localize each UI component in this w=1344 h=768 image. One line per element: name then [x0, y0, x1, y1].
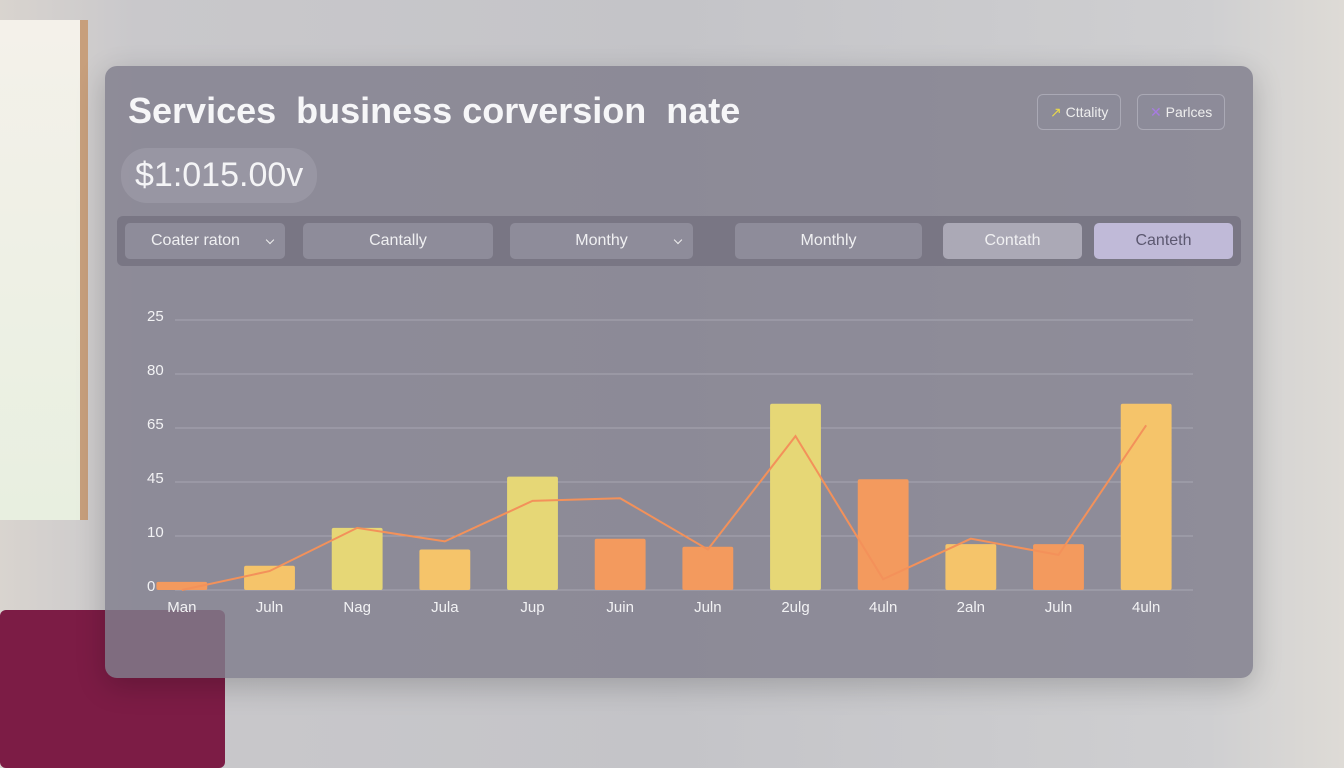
y-tick-label: 80 — [147, 362, 164, 379]
dropdown[interactable]: Monthy — [510, 223, 693, 259]
x-tick-label: Juln — [694, 599, 722, 616]
button[interactable]: Canteth — [1094, 223, 1233, 259]
bar — [244, 565, 295, 590]
amount: $1:015.00v — [121, 148, 318, 203]
x-tick-label: Man — [167, 599, 196, 616]
bar — [857, 479, 909, 590]
legend-label: Cttality — [1065, 104, 1109, 120]
title: Services business corversion nate — [128, 90, 741, 131]
y-tick-label: 10 — [147, 524, 164, 541]
x-tick-label: Juln — [256, 599, 284, 616]
bar — [1033, 544, 1084, 590]
x-tick-label: Jula — [431, 599, 459, 616]
bar — [682, 546, 734, 590]
y-tick-label: 65 — [147, 416, 164, 433]
bar — [945, 544, 997, 590]
bar — [331, 527, 383, 590]
button[interactable]: Monthly — [735, 223, 922, 259]
toolbar: Coater raton Cantally Monthy Monthly Con… — [117, 216, 1241, 266]
bar — [419, 549, 471, 590]
bar — [507, 476, 558, 590]
bar — [770, 403, 821, 590]
x-tick-label: 2aln — [957, 599, 985, 616]
x-tick-label: Juin — [606, 599, 634, 616]
bar — [594, 538, 646, 590]
bar — [1120, 403, 1172, 590]
button[interactable]: Contath — [943, 223, 1082, 259]
legend-icon: ✕ — [1150, 104, 1166, 120]
line — [181, 424, 1147, 591]
button[interactable]: Cantally — [303, 223, 493, 259]
y-tick-label: 25 — [147, 308, 164, 325]
x-tick-label: 4uln — [869, 599, 897, 616]
legend-icon: ↗ — [1050, 104, 1066, 120]
x-tick-label: 4uln — [1132, 599, 1160, 616]
x-tick-label: 2ulg — [781, 599, 809, 616]
x-tick-label: Nag — [343, 599, 371, 616]
y-tick-label: 0 — [147, 578, 155, 595]
legend-button[interactable]: ↗ Cttality — [1037, 94, 1122, 130]
window — [0, 20, 88, 520]
dropdown[interactable]: Coater raton — [125, 223, 285, 259]
x-tick-label: Jup — [520, 599, 544, 616]
x-tick-label: Juln — [1045, 599, 1073, 616]
legend-label: Parlces — [1165, 104, 1213, 120]
legend-button[interactable]: ✕ Parlces — [1137, 94, 1226, 130]
y-tick-label: 45 — [147, 470, 164, 487]
